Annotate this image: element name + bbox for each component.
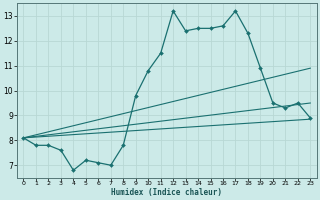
X-axis label: Humidex (Indice chaleur): Humidex (Indice chaleur) [111, 188, 222, 197]
